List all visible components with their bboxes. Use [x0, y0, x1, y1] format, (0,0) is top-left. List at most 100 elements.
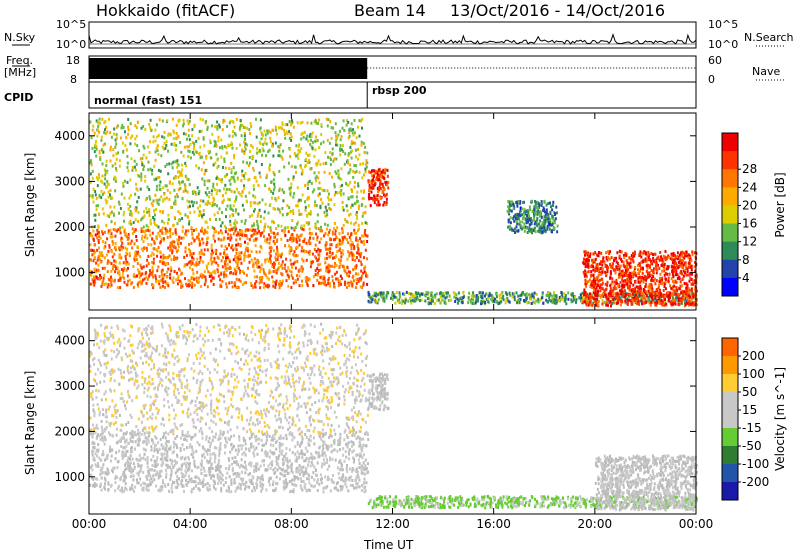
- echo-cell: [236, 285, 239, 289]
- echo-cell: [298, 212, 301, 216]
- echo-cell: [520, 293, 523, 297]
- echo-cell: [288, 120, 291, 124]
- echo-cell: [268, 233, 270, 237]
- echo-cell: [210, 193, 213, 196]
- echo-cell: [317, 263, 320, 267]
- echo-cell: [188, 150, 191, 153]
- echo-cell: [264, 273, 267, 277]
- echo-cell: [274, 197, 277, 201]
- echo-cell: [629, 261, 632, 265]
- echo-cell: [307, 212, 310, 215]
- echo-cell: [231, 213, 234, 216]
- echo-cell: [301, 131, 304, 135]
- echo-cell: [274, 128, 277, 132]
- echo-cell: [376, 194, 379, 197]
- echo-cell: [633, 296, 636, 300]
- echo-cell: [92, 200, 95, 204]
- echo-cell: [153, 247, 156, 251]
- echo-cell: [343, 268, 346, 272]
- echo-cell: [290, 135, 293, 139]
- echo-cell: [349, 163, 352, 167]
- echo-cell: [223, 251, 226, 255]
- echo-cell: [644, 297, 647, 301]
- echo-cell: [235, 277, 238, 281]
- echo-cell: [263, 282, 266, 286]
- echo-cell: [347, 270, 350, 274]
- echo-cell: [174, 176, 177, 180]
- echo-cell: [257, 226, 259, 230]
- echo-cell: [182, 124, 185, 128]
- echo-cell: [383, 193, 385, 197]
- echo-cell: [159, 241, 162, 245]
- echo-cell: [664, 298, 666, 301]
- echo-cell: [421, 292, 424, 296]
- echo-cell: [633, 270, 636, 274]
- echo-cell: [171, 182, 174, 186]
- echo-cell: [187, 261, 190, 265]
- echo-cell: [340, 177, 343, 181]
- echo-cell: [220, 244, 223, 248]
- echo-cell: [108, 117, 110, 121]
- echo-cell: [532, 218, 535, 222]
- echo-cell: [360, 140, 363, 144]
- echo-cell: [266, 257, 269, 261]
- echo-cell: [650, 286, 653, 290]
- echo-cell: [301, 269, 304, 273]
- echo-cell: [619, 292, 622, 296]
- echo-cell: [135, 235, 138, 238]
- echo-cell: [239, 271, 241, 275]
- echo-cell: [184, 174, 187, 178]
- echo-cell: [100, 253, 102, 257]
- echo-cell: [588, 278, 591, 282]
- echo-cell: [375, 169, 378, 173]
- echo-cell: [99, 157, 102, 161]
- echo-cell: [288, 147, 291, 151]
- echo-cell: [337, 169, 340, 173]
- echo-cell: [223, 260, 226, 264]
- echo-cell: [445, 291, 448, 295]
- echo-cell: [95, 196, 98, 200]
- echo-cell: [470, 294, 473, 298]
- echo-cell: [95, 119, 98, 123]
- echo-cell: [159, 285, 162, 289]
- echo-cell: [673, 292, 676, 296]
- echo-cell: [339, 262, 342, 266]
- echo-cell: [112, 148, 115, 152]
- echo-cell: [572, 295, 575, 299]
- echo-cell: [620, 272, 623, 276]
- echo-cell: [234, 272, 237, 276]
- echo-cell: [600, 293, 603, 297]
- echo-cell: [385, 294, 388, 298]
- echo-cell: [177, 282, 179, 286]
- echo-cell: [156, 201, 159, 205]
- echo-cell: [339, 239, 341, 243]
- echo-cell: [613, 284, 616, 288]
- echo-cell: [127, 169, 130, 173]
- echo-cell: [628, 262, 631, 266]
- echo-cell: [512, 215, 515, 219]
- echo-cell: [95, 145, 98, 149]
- echo-cell: [177, 241, 180, 245]
- echo-cell: [347, 241, 350, 245]
- echo-cell: [671, 265, 673, 269]
- echo-cell: [593, 277, 596, 281]
- echo-cell: [336, 191, 339, 195]
- echo-cell: [349, 270, 352, 274]
- echo-cell: [261, 153, 263, 157]
- echo-cell: [230, 161, 233, 165]
- echo-cell: [351, 241, 354, 245]
- echo-cell: [244, 194, 247, 198]
- echo-cell: [228, 121, 231, 125]
- echo-cell: [258, 201, 261, 205]
- echo-cell: [301, 171, 304, 175]
- echo-cell: [93, 243, 96, 247]
- echo-cell: [387, 291, 390, 295]
- echo-cell: [659, 251, 662, 254]
- echo-cell: [216, 211, 219, 215]
- echo-cell: [329, 208, 332, 212]
- echo-cell: [230, 281, 233, 284]
- echo-cell: [609, 291, 612, 295]
- echo-cell: [243, 253, 246, 257]
- echo-cell: [234, 269, 237, 273]
- echo-cell: [619, 299, 622, 303]
